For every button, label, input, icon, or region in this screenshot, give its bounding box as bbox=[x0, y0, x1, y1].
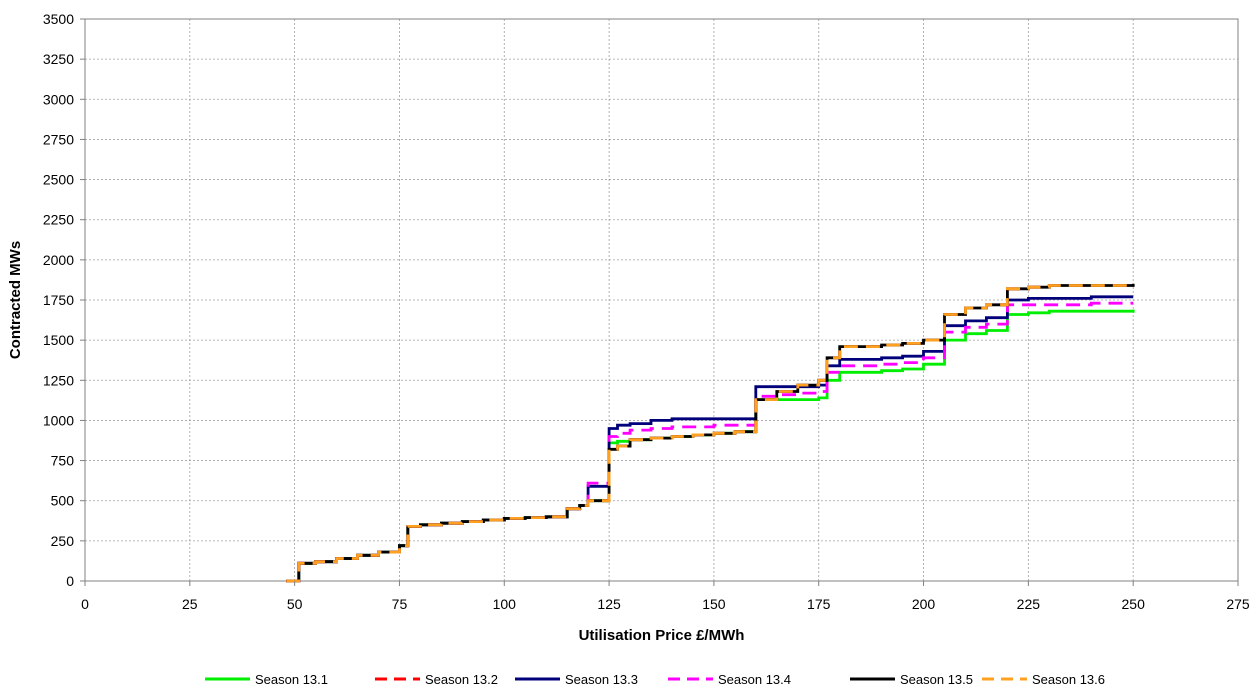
series-lines bbox=[286, 283, 1135, 583]
x-tick-label: 125 bbox=[597, 596, 621, 612]
y-tick-label: 1250 bbox=[43, 372, 74, 388]
y-tick-label: 1000 bbox=[43, 412, 74, 428]
y-tick-label: 1500 bbox=[43, 332, 74, 348]
legend-label-2: Season 13.2 bbox=[425, 672, 498, 687]
x-tick-label: 225 bbox=[1017, 596, 1041, 612]
x-axis-ticks: 0 25 50 75 100 125 150 175 200 225 250 275 bbox=[81, 581, 1250, 612]
y-tick-label: 750 bbox=[51, 453, 75, 469]
x-tick-label: 50 bbox=[287, 596, 303, 612]
x-tick-label: 0 bbox=[81, 596, 89, 612]
x-tick-label: 100 bbox=[493, 596, 517, 612]
y-tick-label: 2750 bbox=[43, 131, 74, 147]
x-tick-label: 275 bbox=[1226, 596, 1250, 612]
x-tick-label: 250 bbox=[1122, 596, 1146, 612]
x-tick-label: 175 bbox=[807, 596, 831, 612]
x-tick-label: 75 bbox=[392, 596, 408, 612]
x-tick-label: 25 bbox=[182, 596, 198, 612]
y-tick-label: 2000 bbox=[43, 252, 74, 268]
legend-label-6: Season 13.6 bbox=[1032, 672, 1105, 687]
y-tick-label: 3250 bbox=[43, 51, 74, 67]
y-axis-title: Contracted MWs bbox=[7, 241, 24, 359]
legend-label-1: Season 13.1 bbox=[255, 672, 328, 687]
x-tick-label: 150 bbox=[702, 596, 726, 612]
series-line-6 bbox=[286, 283, 1135, 583]
legend-label-3: Season 13.3 bbox=[565, 672, 638, 687]
y-axis-ticks: 0 250 500 750 1000 1250 1500 1750 2000 2250 2500 27… bbox=[43, 11, 85, 589]
y-tick-label: 2250 bbox=[43, 212, 74, 228]
y-tick-label: 2500 bbox=[43, 172, 74, 188]
legend-label-5: Season 13.5 bbox=[900, 672, 973, 687]
legend-label-4: Season 13.4 bbox=[718, 672, 791, 687]
y-tick-label: 0 bbox=[66, 573, 74, 589]
y-tick-label: 3500 bbox=[43, 11, 74, 27]
gridlines bbox=[85, 19, 1238, 581]
y-tick-label: 1750 bbox=[43, 292, 74, 308]
y-tick-label: 250 bbox=[51, 533, 75, 549]
y-tick-label: 3000 bbox=[43, 91, 74, 107]
x-tick-label: 200 bbox=[912, 596, 936, 612]
y-tick-label: 500 bbox=[51, 493, 75, 509]
legend: Season 13.1 Season 13.2 Season 13.3 Season … bbox=[205, 672, 1105, 687]
x-axis-title: Utilisation Price £/MWh bbox=[579, 627, 745, 644]
